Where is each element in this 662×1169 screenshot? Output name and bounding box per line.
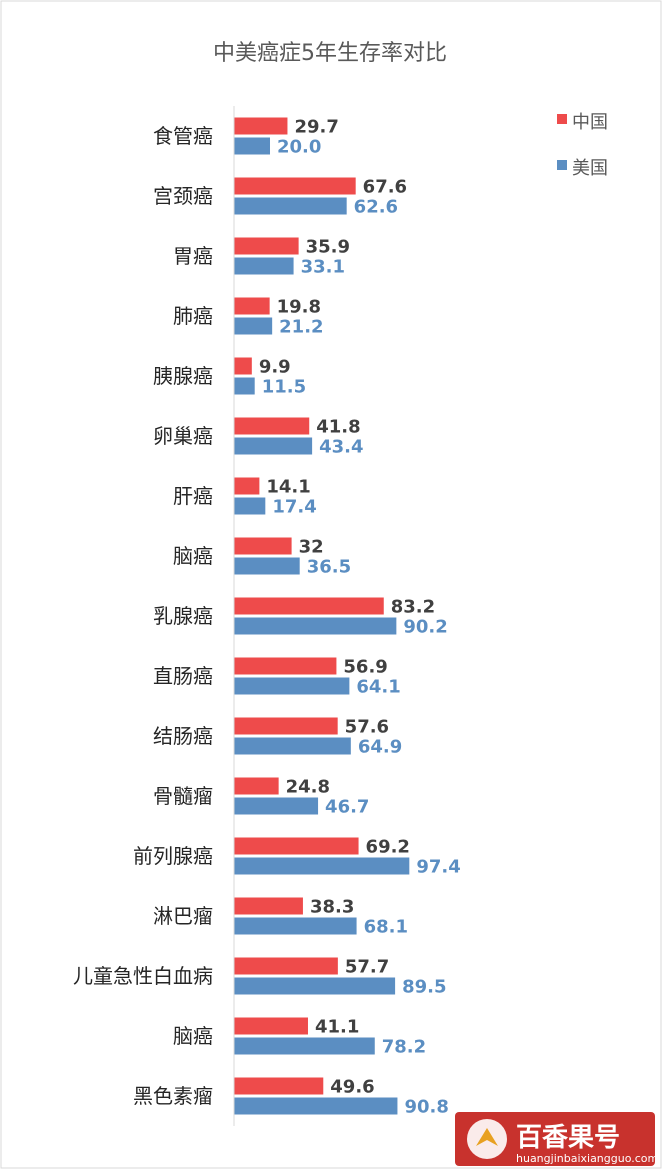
bar-china [234,597,384,615]
category-label: 直肠癌 [153,664,213,688]
bar-usa [234,1037,375,1055]
bar-usa [234,257,294,275]
data-label-china: 67.6 [363,177,407,198]
data-label-china: 41.8 [316,417,360,438]
bar-china [234,117,288,135]
data-label-china: 38.3 [310,897,354,918]
bar-china [234,537,292,555]
category-label: 食管癌 [153,124,213,148]
data-label-usa: 68.1 [364,917,408,938]
category-label: 脑癌 [173,544,213,568]
bar-china [234,1077,324,1095]
legend-swatch-usa [557,160,567,170]
watermark-name: 百香果号 [516,1123,620,1153]
legend-swatch-china [557,114,567,124]
category-label: 儿童急性白血病 [73,964,213,988]
data-label-china: 19.8 [277,297,321,318]
bar-usa [234,677,350,695]
bar-china [234,237,299,255]
bar-usa [234,317,273,335]
data-label-usa: 62.6 [354,197,398,218]
data-label-china: 69.2 [366,837,410,858]
data-label-usa: 43.4 [319,437,363,458]
legend: 中国 美国 [557,112,608,179]
category-label: 肝癌 [173,484,213,508]
category-label: 乳腺癌 [153,604,213,628]
category-label: 胰腺癌 [153,364,213,388]
data-label-china: 49.6 [330,1077,374,1098]
data-label-usa: 46.7 [325,797,369,818]
bar-china [234,357,252,375]
category-label: 宫颈癌 [153,184,213,208]
watermark-background [455,1112,655,1166]
bar-usa [234,857,410,875]
chart-title: 中美癌症5年生存率对比 [213,41,447,66]
bar-usa [234,797,319,815]
watermark: 百香果号 huangjinbaixiangguo.com [455,1112,658,1166]
data-label-usa: 64.1 [356,677,400,698]
data-label-usa: 90.2 [403,617,447,638]
bar-china [234,297,270,315]
bar-china [234,657,337,675]
bar-china [234,717,338,735]
bar-usa [234,617,397,635]
bar-usa [234,137,270,155]
data-label-china: 29.7 [294,117,338,138]
bar-china [234,897,303,915]
data-label-china: 32 [299,537,324,558]
bar-usa [234,437,313,455]
data-label-usa: 21.2 [279,317,323,338]
category-label: 前列腺癌 [133,844,213,868]
data-label-usa: 89.5 [402,977,446,998]
data-label-usa: 33.1 [301,257,345,278]
bar-usa [234,497,266,515]
data-label-china: 83.2 [391,597,435,618]
bar-china [234,417,310,435]
data-label-china: 56.9 [343,657,387,678]
bar-china [234,837,359,855]
data-label-china: 24.8 [286,777,330,798]
watermark-star-icon [476,1128,498,1146]
data-label-china: 57.6 [345,717,389,738]
bar-usa [234,1097,398,1115]
data-label-china: 9.9 [259,357,291,378]
data-label-usa: 36.5 [307,557,351,578]
legend-label-usa: 美国 [572,158,608,179]
bar-china [234,177,356,195]
data-label-china: 41.1 [315,1017,359,1038]
data-label-usa: 20.0 [277,137,321,158]
data-label-china: 14.1 [266,477,310,498]
data-label-china: 57.7 [345,957,389,978]
watermark-url: huangjinbaixiangguo.com [516,1152,658,1165]
category-label: 胃癌 [173,244,213,268]
data-label-usa: 17.4 [272,497,316,518]
category-label: 黑色素瘤 [133,1084,213,1108]
bar-usa [234,557,300,575]
data-label-china: 35.9 [306,237,350,258]
data-label-usa: 11.5 [262,377,306,398]
bar-usa [234,377,255,395]
bars-layer: 食管癌 29.720.0 宫颈癌 67.662.6 胃癌 35.933.1 肺癌 19.821… [73,117,461,1118]
bar-usa [234,977,396,995]
data-label-usa: 78.2 [382,1037,426,1058]
data-label-usa: 97.4 [416,857,460,878]
data-label-usa: 64.9 [358,737,402,758]
bar-china [234,477,260,495]
category-label: 卵巢癌 [153,424,213,448]
category-label: 淋巴瘤 [153,904,213,928]
category-label: 肺癌 [173,304,213,328]
data-label-usa: 90.8 [404,1097,448,1118]
bar-usa [234,917,357,935]
bar-china [234,777,279,795]
category-label: 脑癌 [173,1024,213,1048]
category-label: 骨髓瘤 [153,784,213,808]
bar-china [234,1017,308,1035]
bar-usa [234,737,351,755]
category-label: 结肠癌 [153,724,213,748]
legend-label-china: 中国 [572,112,608,133]
bar-china [234,957,338,975]
bar-usa [234,197,347,215]
